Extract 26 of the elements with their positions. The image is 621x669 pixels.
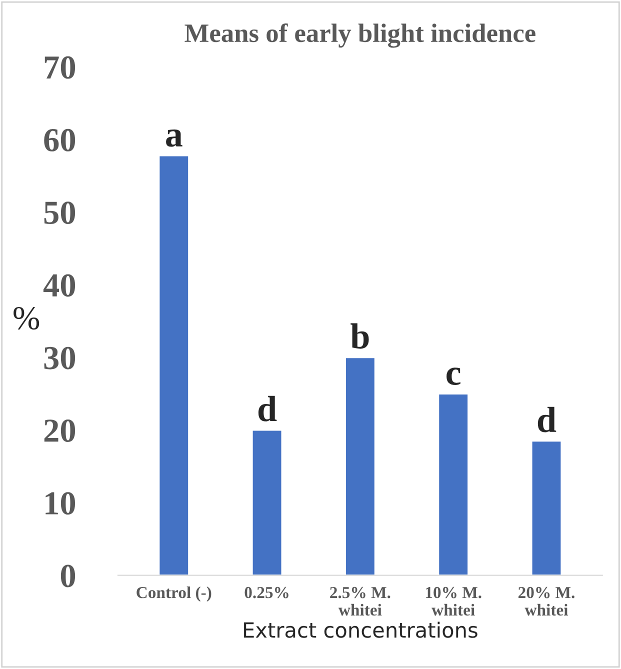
bar <box>251 429 283 576</box>
annotation: a <box>166 129 182 147</box>
annotation: d <box>258 396 277 422</box>
y-tick-label: 10 <box>46 492 76 515</box>
y-tick-label: 70 <box>44 56 76 79</box>
x-axis-title: Extract concentrations <box>244 622 478 638</box>
x-tick-label: 0.25% <box>244 586 288 598</box>
x-tick-label: Control (-) <box>136 586 212 602</box>
annotation: d <box>538 406 556 432</box>
chart-title: Means of early blight incidence <box>184 23 536 48</box>
y-tick-label: 50 <box>44 202 76 224</box>
x-tick-label: 20% M. whitei <box>518 586 574 616</box>
annotation: c <box>446 368 460 386</box>
bar <box>344 356 376 576</box>
bar <box>438 393 469 576</box>
x-tick-label: 2.5% M. whitei <box>330 586 390 616</box>
y-tick-label: 0 <box>60 564 76 588</box>
y-axis-title: % <box>14 306 40 330</box>
annotation: b <box>350 323 369 349</box>
y-tick-label: 20 <box>44 419 76 442</box>
y-tick-label: 30 <box>44 346 76 370</box>
bar <box>530 440 562 576</box>
bar <box>158 154 190 576</box>
y-tick-label: 40 <box>43 274 76 297</box>
x-tick-label: 10% M. whitei <box>426 586 482 616</box>
y-tick-label: 60 <box>44 128 76 152</box>
